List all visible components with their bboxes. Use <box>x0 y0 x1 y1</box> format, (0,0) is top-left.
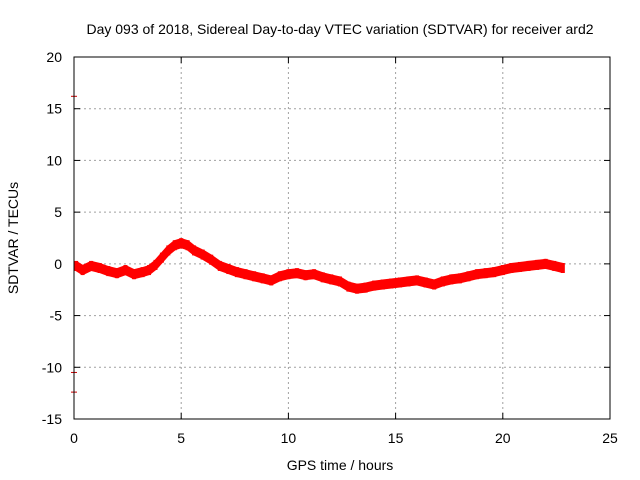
data-point <box>217 260 222 271</box>
x-tick-label: 20 <box>495 430 511 446</box>
data-point <box>337 276 342 287</box>
data-point <box>303 270 308 281</box>
data-point <box>560 262 565 273</box>
data-point <box>277 271 282 282</box>
data-point <box>509 262 514 273</box>
data-point <box>457 273 462 284</box>
y-tick-label: -10 <box>42 359 62 375</box>
data-point <box>440 276 445 287</box>
data-point <box>252 271 257 282</box>
data-point <box>380 279 385 290</box>
x-tick-label: 10 <box>281 430 297 446</box>
x-tick-label: 0 <box>70 430 78 446</box>
y-tick-label: 5 <box>54 204 62 220</box>
data-point <box>192 245 197 256</box>
data-point <box>234 267 239 278</box>
data-point <box>406 276 411 287</box>
data-point <box>243 269 248 280</box>
y-tick-label: 0 <box>54 256 62 272</box>
data-point <box>294 268 299 279</box>
data-point <box>286 269 291 280</box>
tick-labels: 0 5 10 15 20 25 -15 -10 -5 0 5 10 15 20 <box>42 49 618 446</box>
data-point <box>166 245 171 256</box>
data-point <box>147 265 152 276</box>
data-series-sdtvar <box>74 238 565 294</box>
tick-marks <box>73 56 611 420</box>
data-point <box>185 240 190 251</box>
y-tick-label: 10 <box>46 152 62 168</box>
data-point <box>355 283 360 294</box>
data-point <box>226 264 231 275</box>
data-point <box>449 274 454 285</box>
data-point <box>74 260 79 271</box>
y-axis-label: SDTVAR / TECUs <box>5 182 21 294</box>
data-point <box>114 268 119 279</box>
y-tick-label: 15 <box>46 101 62 117</box>
data-point <box>500 265 505 276</box>
data-point <box>179 238 184 249</box>
data-point <box>260 273 265 284</box>
data-point <box>526 260 531 271</box>
data-point <box>140 267 145 278</box>
x-tick-label: 15 <box>388 430 404 446</box>
grid <box>74 57 610 419</box>
y-tick-label: -15 <box>42 411 62 427</box>
data-point <box>269 275 274 286</box>
data-point <box>372 280 377 291</box>
data-point <box>492 267 497 278</box>
data-point <box>80 265 85 276</box>
data-point <box>159 252 164 263</box>
data-point <box>543 258 548 269</box>
data-point <box>172 240 177 251</box>
data-point <box>312 269 317 280</box>
data-point <box>346 281 351 292</box>
data-point <box>423 277 428 288</box>
data-point <box>397 277 402 288</box>
data-point <box>200 249 205 260</box>
data-point <box>209 254 214 265</box>
data-point <box>415 275 420 286</box>
data-point <box>320 272 325 283</box>
x-tick-label: 5 <box>177 430 185 446</box>
data-point <box>552 260 557 271</box>
data-point <box>363 282 368 293</box>
data-point <box>432 279 437 290</box>
data-point <box>389 278 394 289</box>
data-point <box>97 262 102 273</box>
x-tick-label: 25 <box>602 430 618 446</box>
data-point <box>475 269 480 280</box>
data-point <box>132 269 137 280</box>
data-point <box>517 261 522 272</box>
y-tick-label: -5 <box>50 308 63 324</box>
data-point <box>483 268 488 279</box>
y-tick-label: 20 <box>46 49 62 65</box>
data-point <box>466 271 471 282</box>
data-point <box>535 259 540 270</box>
chart-title: Day 093 of 2018, Sidereal Day-to-day VTE… <box>86 21 593 37</box>
data-point <box>329 274 334 285</box>
data-point <box>89 260 94 271</box>
data-point <box>153 259 158 270</box>
data-point <box>106 266 111 277</box>
data-point <box>123 265 128 276</box>
plot-frame <box>73 56 611 420</box>
x-axis-label: GPS time / hours <box>287 457 394 473</box>
